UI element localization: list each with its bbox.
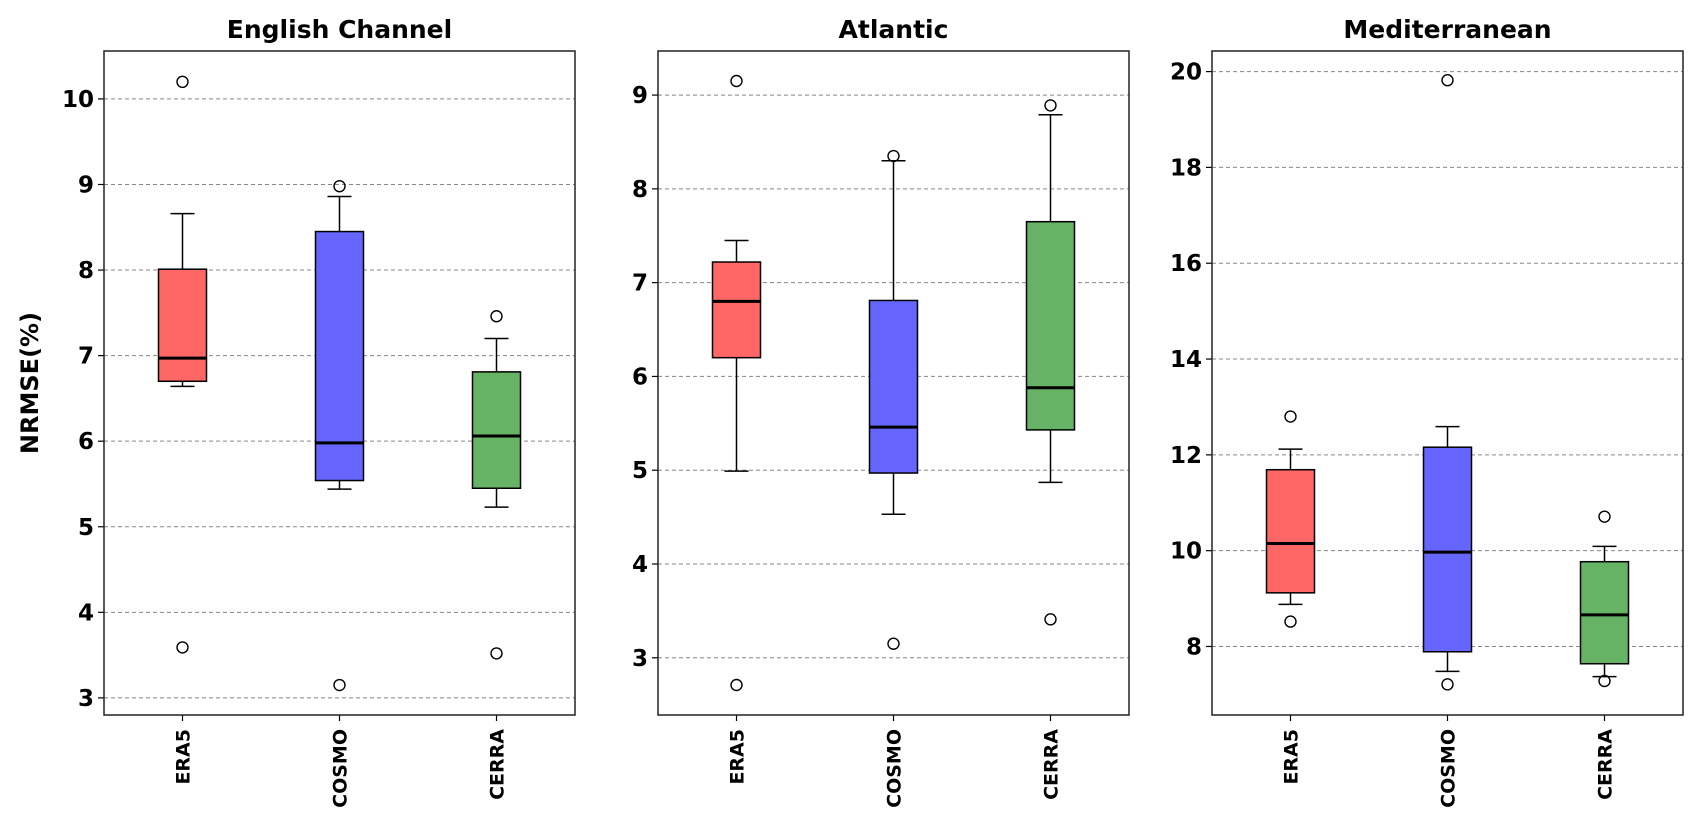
- iqr-box: [157, 268, 208, 383]
- iqr-box: [1025, 220, 1076, 431]
- y-tick-label: 18: [1170, 155, 1202, 181]
- outlier-point: [176, 75, 189, 89]
- y-tick-label: 9: [78, 172, 94, 198]
- box-cosmo: [1422, 74, 1473, 691]
- y-tick-label: 7: [632, 271, 648, 297]
- y-tick-label: 14: [1170, 347, 1202, 373]
- outlier-point: [490, 310, 503, 323]
- x-tick-label: CERRA: [1041, 729, 1063, 800]
- y-tick-label: 6: [78, 429, 94, 455]
- outlier-point: [176, 641, 189, 654]
- y-tick-label: 6: [632, 364, 648, 390]
- y-tick-label: 10: [62, 87, 94, 113]
- outlier-point: [333, 678, 346, 692]
- x-tick-label: ERA5: [173, 729, 195, 785]
- y-tick-label: 8: [1186, 634, 1202, 660]
- y-tick-label: 7: [78, 344, 94, 370]
- y-tick-label: 3: [632, 646, 648, 672]
- x-tick-label: CERRA: [487, 729, 509, 800]
- y-tick-label: 5: [78, 515, 94, 541]
- subplot-title: Mediterranean: [1343, 15, 1551, 44]
- outlier-point: [1441, 74, 1454, 87]
- y-tick-label: 20: [1170, 60, 1202, 86]
- outlier-point: [887, 637, 900, 650]
- outlier-point: [1044, 99, 1057, 112]
- y-tick-label: 9: [632, 83, 648, 109]
- y-tick-label: 12: [1170, 443, 1202, 469]
- outlier-point: [887, 149, 900, 163]
- outlier-point: [1044, 613, 1057, 626]
- box-era5: [1265, 410, 1316, 628]
- x-tick-label: COSMO: [330, 729, 352, 808]
- y-tick-label: 16: [1170, 251, 1202, 277]
- x-tick-label: ERA5: [1281, 729, 1303, 785]
- iqr-box: [314, 230, 365, 482]
- outlier-point: [333, 179, 346, 193]
- iqr-box: [868, 299, 919, 474]
- x-tick-label: CERRA: [1595, 729, 1617, 800]
- subplot-mediterranean: Mediterranean 8 10 12 14 16 18 20 ERA5 COSMO CERRA: [1170, 15, 1684, 808]
- subplot-english-channel: English Channel 3 4 5 6 7 8 9 10 ERA5 COSMO CERRA NR…: [16, 15, 576, 808]
- y-tick-label: 5: [632, 458, 648, 484]
- axes-frame: [657, 50, 1130, 716]
- subplot-atlantic: Atlantic 3 4 5 6 7 8 9 ERA5 COSMO CERRA: [632, 15, 1130, 808]
- x-tick-label: COSMO: [884, 729, 906, 808]
- iqr-box: [711, 261, 762, 359]
- outlier-point: [1598, 674, 1611, 688]
- subplot-title: English Channel: [227, 15, 452, 44]
- outlier-point: [1598, 510, 1611, 523]
- axes-frame: [1211, 50, 1684, 716]
- outlier-point: [1441, 678, 1454, 691]
- outlier-point: [730, 74, 743, 88]
- x-tick-label: COSMO: [1438, 729, 1460, 808]
- outlier-point: [490, 647, 503, 660]
- iqr-box: [1422, 446, 1473, 653]
- y-tick-label: 8: [78, 258, 94, 284]
- axes-frame: [103, 50, 576, 716]
- y-tick-label: 8: [632, 177, 648, 203]
- outlier-point: [730, 678, 743, 692]
- y-tick-label: 3: [78, 686, 94, 712]
- box-cerra: [1579, 510, 1630, 688]
- box-cosmo: [314, 179, 365, 692]
- x-tick-label: ERA5: [727, 729, 749, 785]
- y-tick-label: 10: [1170, 539, 1202, 565]
- iqr-box: [1579, 560, 1630, 665]
- outlier-point: [1284, 410, 1297, 423]
- y-tick-label: 4: [78, 600, 94, 626]
- outlier-point: [1284, 615, 1297, 628]
- box-era5: [711, 74, 762, 692]
- iqr-box: [1265, 468, 1316, 594]
- box-cerra: [471, 310, 522, 660]
- box-era5: [157, 75, 208, 654]
- y-tick-label: 4: [632, 552, 648, 578]
- box-cerra: [1025, 99, 1076, 626]
- subplot-title: Atlantic: [839, 15, 949, 44]
- box-cosmo: [868, 149, 919, 650]
- y-axis-label: NRMSE(%): [16, 312, 44, 454]
- iqr-box: [471, 371, 522, 489]
